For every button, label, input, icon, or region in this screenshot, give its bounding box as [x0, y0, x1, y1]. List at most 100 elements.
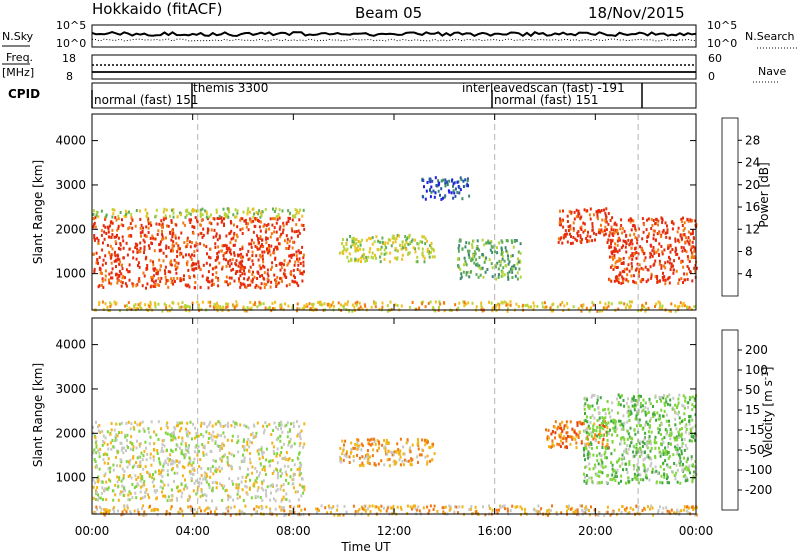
data-cell [258, 264, 261, 268]
data-cell [630, 400, 633, 404]
data-cell [117, 509, 119, 513]
data-cell [438, 300, 441, 304]
data-cell [303, 488, 306, 492]
data-cell [205, 507, 208, 511]
data-cell [200, 490, 203, 494]
data-cell [660, 451, 663, 455]
data-cell [389, 260, 391, 264]
data-cell [632, 508, 635, 512]
data-cell [607, 301, 610, 305]
data-cell [275, 230, 278, 234]
data-cell [120, 280, 123, 284]
data-cell [107, 447, 110, 451]
data-cell [153, 442, 156, 446]
data-cell [410, 457, 413, 461]
data-cell [571, 427, 574, 431]
data-cell [603, 452, 606, 456]
data-cell [209, 304, 212, 308]
data-cell [301, 279, 304, 283]
data-cell [114, 254, 117, 258]
data-cell [560, 432, 563, 436]
data-cell [130, 511, 133, 515]
data-cell [479, 273, 482, 277]
data-cell [675, 437, 678, 441]
data-cell [353, 305, 356, 309]
data-cell [601, 309, 604, 313]
data-cell [120, 458, 123, 462]
data-cell [434, 300, 437, 304]
data-cell [653, 413, 656, 417]
data-cell [610, 225, 613, 229]
data-cell [630, 267, 633, 271]
data-cell [291, 306, 294, 310]
data-cell [609, 477, 612, 481]
data-cell [139, 490, 142, 494]
data-cell [396, 304, 399, 308]
data-cell [107, 230, 110, 234]
data-cell [366, 449, 369, 452]
data-cell [123, 486, 125, 490]
data-cell [230, 276, 233, 280]
x-tick-label: 12:00 [377, 524, 412, 538]
data-cell [107, 462, 110, 465]
data-cell [226, 438, 229, 442]
data-cell [631, 252, 634, 256]
data-cell [595, 454, 598, 458]
data-cell [128, 270, 131, 274]
data-cell [410, 463, 413, 467]
data-cell [139, 217, 142, 221]
data-cell [678, 393, 681, 397]
data-cell [279, 439, 282, 443]
data-cell [676, 230, 679, 234]
data-cell [253, 424, 256, 428]
data-cell [104, 472, 107, 476]
data-cell [425, 189, 428, 193]
data-cell [660, 474, 663, 478]
data-cell [564, 229, 567, 233]
data-cell [98, 266, 101, 270]
data-cell [686, 478, 689, 482]
data-cell [95, 451, 98, 455]
y-tick-label: 1000 [55, 267, 86, 281]
data-cell [405, 441, 408, 445]
data-cell [431, 179, 434, 183]
data-cell [166, 432, 169, 436]
data-cell [688, 419, 691, 423]
data-cell [357, 307, 360, 311]
data-cell [598, 228, 601, 232]
data-cell [225, 305, 228, 309]
data-cell [453, 510, 456, 514]
data-cell [292, 421, 295, 425]
data-cell [104, 487, 107, 491]
data-cell [594, 238, 596, 242]
data-cell [115, 258, 118, 262]
data-cell [422, 195, 425, 199]
data-cell [247, 249, 250, 253]
data-cell [273, 273, 276, 277]
data-cell [587, 230, 589, 234]
data-cell [640, 266, 643, 270]
data-cell [669, 431, 672, 435]
data-cell [611, 510, 614, 514]
data-cell [569, 507, 572, 511]
data-cell [299, 262, 302, 265]
data-cell [634, 228, 637, 232]
data-cell [612, 228, 615, 232]
data-cell [195, 262, 198, 266]
data-cell [289, 429, 291, 433]
data-cell [211, 465, 214, 468]
data-cell [154, 279, 157, 283]
data-cell [238, 261, 241, 265]
data-cell [679, 463, 682, 467]
data-cell [428, 509, 431, 513]
data-cell [217, 250, 220, 254]
data-cell [338, 251, 341, 255]
data-cell [242, 440, 245, 443]
data-cell [635, 424, 638, 428]
data-cell [569, 435, 571, 439]
data-cell [694, 438, 697, 442]
data-cell [249, 218, 252, 222]
data-cell [201, 493, 204, 497]
power-dashed-markers [197, 114, 639, 310]
data-cell [468, 508, 471, 512]
